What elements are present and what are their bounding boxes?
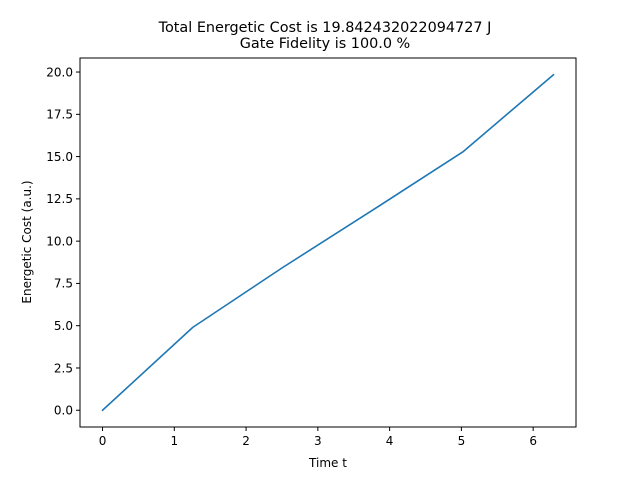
y-tick-label: 20.0 [46, 65, 73, 79]
y-tick-label: 17.5 [46, 108, 73, 122]
y-tick-label: 12.5 [46, 192, 73, 206]
x-tick-label: 2 [242, 434, 250, 448]
x-tick-label: 1 [170, 434, 178, 448]
x-axis-label: Time t [308, 456, 347, 470]
y-tick-label: 2.5 [54, 361, 73, 375]
y-tick-label: 10.0 [46, 234, 73, 248]
axes-frame [79, 57, 577, 428]
x-tick-label: 3 [314, 434, 322, 448]
y-tick-label: 15.0 [46, 150, 73, 164]
y-axis-ticks: 0.0 2.5 5.0 7.5 10.0 12.5 15.0 17.5 20.0 [46, 65, 80, 418]
x-tick-label: 5 [458, 434, 466, 448]
x-tick-label: 0 [99, 434, 107, 448]
chart-subtitle: Gate Fidelity is 100.0 % [240, 36, 411, 52]
series-layer [101, 73, 555, 412]
x-tick-label: 4 [386, 434, 394, 448]
y-tick-label: 7.5 [54, 277, 73, 291]
y-axis-label: Energetic Cost (a.u.) [20, 180, 34, 303]
x-axis-ticks: 0 1 2 3 4 5 6 [99, 427, 537, 448]
x-tick-label: 6 [529, 434, 537, 448]
y-tick-label: 0.0 [54, 404, 73, 418]
chart-title: Total Energetic Cost is 19.8424320220947… [158, 20, 492, 36]
y-tick-label: 5.0 [54, 319, 73, 333]
series-line-0 [101, 73, 555, 412]
